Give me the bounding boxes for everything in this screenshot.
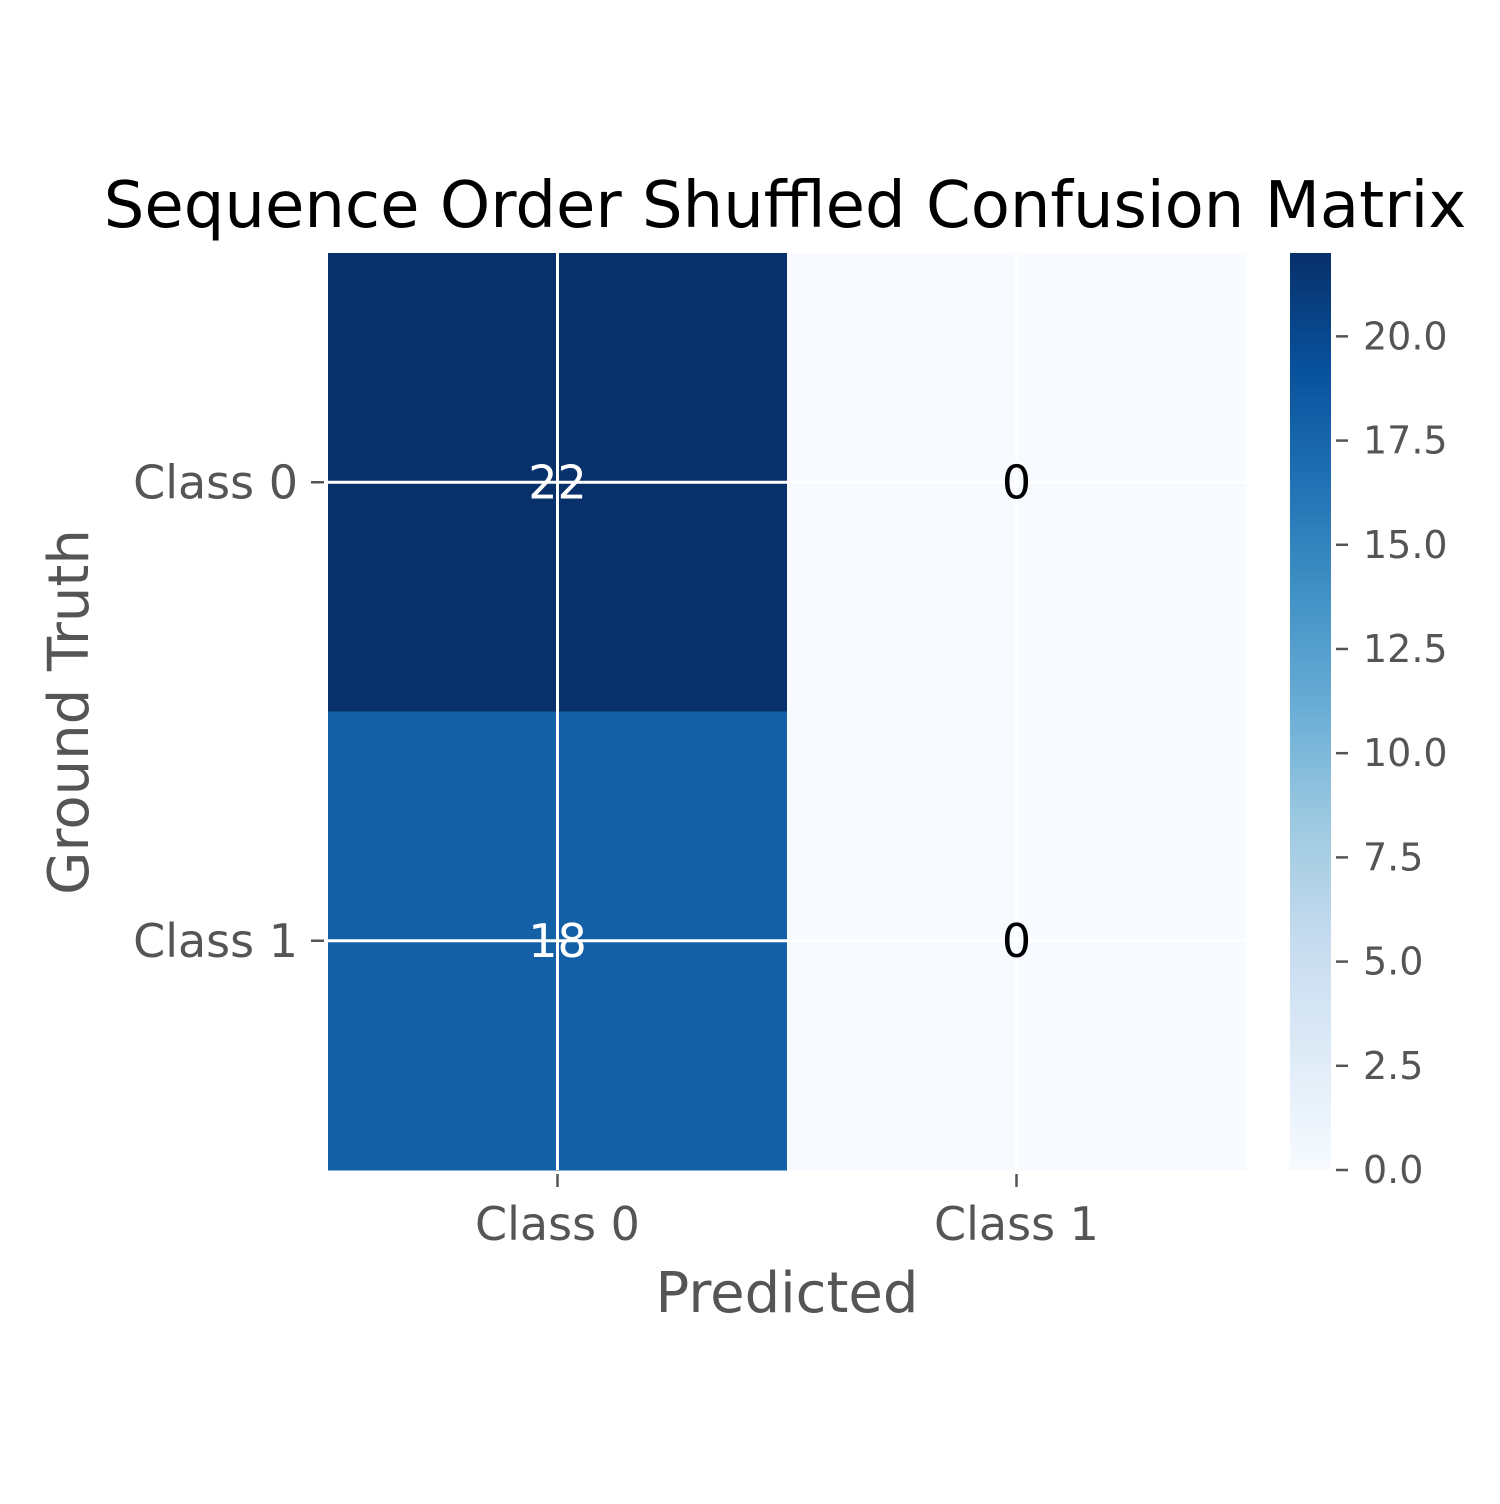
colorbar: 0.0 2.5 5.0 7.5 10.0 12.5 15.0 17.5 20.0 (1290, 253, 1448, 1192)
heatmap-cells (328, 253, 1247, 1171)
colorbar-tick-label: 17.5 (1363, 419, 1448, 463)
colorbar-tick-label: 20.0 (1363, 314, 1448, 358)
chart-title: Sequence Order Shuffled Confusion Matrix (104, 169, 1466, 243)
y-axis-label: Ground Truth (37, 529, 102, 895)
colorbar-gradient (1290, 253, 1331, 1170)
y-tick-label: Class 1 (133, 914, 298, 968)
colorbar-tick-label: 15.0 (1363, 523, 1448, 567)
cell-value-labels: 22 0 18 0 (528, 455, 1031, 968)
x-axis-label: Predicted (656, 1261, 919, 1326)
colorbar-tick-label: 5.0 (1363, 940, 1423, 984)
colorbar-ticks: 0.0 2.5 5.0 7.5 10.0 12.5 15.0 17.5 20.0 (1336, 314, 1448, 1192)
y-tick-label: Class 0 (133, 455, 298, 509)
cell-value-label: 22 (528, 455, 587, 509)
y-axis: Class 0 Class 1 (133, 455, 324, 968)
x-tick-label: Class 1 (934, 1197, 1099, 1251)
colorbar-tick-label: 7.5 (1363, 835, 1423, 879)
cell-value-label: 18 (528, 914, 587, 968)
colorbar-tick-label: 10.0 (1363, 731, 1448, 775)
x-axis: Class 0 Class 1 (475, 1174, 1099, 1251)
colorbar-tick-label: 0.0 (1363, 1148, 1423, 1192)
colorbar-tick-label: 12.5 (1363, 627, 1448, 671)
colorbar-tick-label: 2.5 (1363, 1044, 1423, 1088)
cell-value-label: 0 (1002, 455, 1031, 509)
gridlines (328, 253, 1246, 1170)
cell-value-label: 0 (1002, 914, 1031, 968)
x-tick-label: Class 0 (475, 1197, 640, 1251)
